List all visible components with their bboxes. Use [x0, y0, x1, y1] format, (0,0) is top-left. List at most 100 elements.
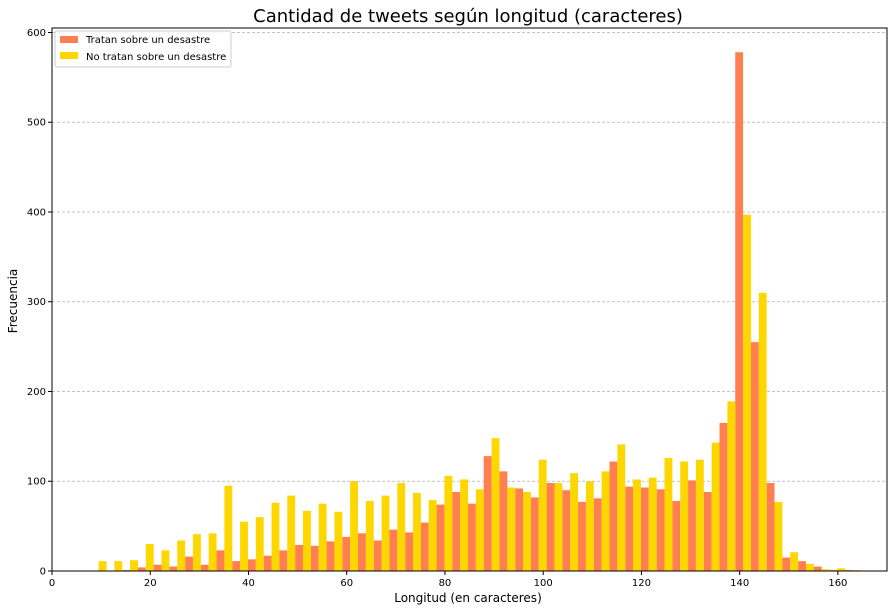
- bar-no-tratan: [491, 438, 500, 571]
- bar-no-tratan: [475, 489, 484, 571]
- bar-no-tratan: [617, 444, 626, 571]
- bar-no-tratan: [334, 511, 343, 571]
- bar-tratan: [389, 529, 398, 571]
- chart-title: Cantidad de tweets según longitud (carac…: [253, 6, 683, 27]
- bar-no-tratan: [711, 442, 720, 571]
- bar-tratan: [813, 566, 822, 571]
- bar-tratan: [468, 503, 476, 571]
- x-tick-label: 160: [828, 578, 847, 589]
- bar-no-tratan: [648, 477, 657, 571]
- y-tick-label: 0: [40, 567, 46, 578]
- bar-no-tratan: [585, 481, 594, 571]
- bar-tratan: [153, 564, 162, 571]
- bar-tratan: [735, 52, 744, 572]
- bar-tratan: [609, 461, 618, 571]
- bar-tratan: [216, 550, 225, 571]
- bar-no-tratan: [664, 457, 673, 571]
- y-tick-label: 300: [27, 297, 46, 308]
- bar-no-tratan: [114, 561, 123, 571]
- bar-no-tratan: [837, 568, 846, 571]
- bar-tratan: [562, 490, 571, 571]
- bar-tratan: [200, 564, 209, 571]
- bar-tratan: [169, 566, 178, 571]
- bar-no-tratan: [224, 485, 233, 571]
- bars: [98, 52, 861, 572]
- bar-no-tratan: [350, 481, 359, 571]
- bar-no-tratan: [428, 500, 437, 571]
- bar-no-tratan: [680, 461, 689, 571]
- bar-no-tratan: [758, 292, 767, 571]
- bar-no-tratan: [805, 563, 814, 571]
- bar-no-tratan: [208, 533, 217, 571]
- bar-no-tratan: [460, 479, 469, 571]
- bar-tratan: [546, 483, 555, 571]
- bar-no-tratan: [98, 561, 107, 571]
- bar-tratan: [593, 498, 602, 571]
- bar-no-tratan: [554, 483, 563, 571]
- bar-tratan: [295, 544, 303, 571]
- bar-no-tratan: [413, 492, 421, 571]
- y-axis-label: Frecuencia: [6, 269, 20, 334]
- bar-no-tratan: [538, 459, 547, 571]
- y-axis-ticks: 0 100 200 300 400 500 600: [27, 28, 52, 578]
- bar-no-tratan: [507, 487, 516, 571]
- bar-no-tratan: [255, 517, 264, 571]
- bar-tratan: [420, 522, 429, 571]
- bar-tratan: [578, 501, 586, 571]
- bar-no-tratan: [444, 475, 453, 571]
- bar-no-tratan: [177, 540, 186, 571]
- bar-tratan: [342, 536, 351, 571]
- x-tick-label: 80: [439, 578, 452, 589]
- x-tick-label: 100: [534, 578, 553, 589]
- bar-no-tratan: [743, 214, 751, 571]
- x-tick-label: 140: [730, 578, 749, 589]
- legend-box: [54, 30, 232, 68]
- bar-tratan: [405, 532, 414, 571]
- bar-tratan: [766, 483, 775, 571]
- bar-tratan: [530, 497, 539, 571]
- bar-tratan: [247, 559, 256, 571]
- bar-no-tratan: [192, 534, 201, 571]
- bar-no-tratan: [145, 544, 154, 571]
- bar-no-tratan: [790, 552, 799, 571]
- bar-no-tratan: [601, 471, 610, 571]
- x-tick-label: 40: [242, 578, 255, 589]
- x-axis-label: Longitud (en caracteres): [394, 591, 542, 605]
- bar-no-tratan: [523, 492, 531, 571]
- bar-tratan: [515, 488, 524, 571]
- bar-tratan: [185, 556, 193, 571]
- bar-no-tratan: [397, 483, 406, 571]
- bar-tratan: [798, 561, 806, 571]
- bar-tratan: [688, 480, 696, 571]
- x-tick-label: 20: [144, 578, 157, 589]
- bar-no-tratan: [695, 459, 704, 571]
- bar-no-tratan: [570, 473, 579, 571]
- bar-tratan: [137, 567, 146, 571]
- legend-swatch-no-tratan: [60, 52, 78, 59]
- x-tick-label: 60: [340, 578, 353, 589]
- bar-no-tratan: [240, 521, 248, 571]
- bar-tratan: [672, 500, 681, 571]
- bar-tratan: [436, 504, 445, 571]
- bar-tratan: [279, 550, 288, 571]
- bar-tratan: [719, 422, 728, 571]
- y-tick-label: 400: [27, 207, 46, 218]
- bar-tratan: [232, 561, 241, 571]
- bar-no-tratan: [381, 495, 390, 571]
- bar-no-tratan: [633, 479, 641, 571]
- bar-tratan: [358, 533, 366, 571]
- bar-tratan: [373, 540, 382, 571]
- bar-no-tratan: [161, 550, 170, 571]
- legend-label-tratan: Tratan sobre un desastre: [85, 35, 210, 46]
- y-tick-label: 100: [27, 477, 46, 488]
- bar-no-tratan: [287, 495, 296, 571]
- bar-tratan: [326, 541, 335, 571]
- bar-no-tratan: [365, 500, 374, 571]
- bar-no-tratan: [302, 510, 311, 571]
- bar-tratan: [703, 492, 712, 571]
- bar-tratan: [750, 342, 759, 571]
- bar-tratan: [263, 555, 272, 571]
- bar-no-tratan: [821, 569, 830, 571]
- x-tick-label: 120: [632, 578, 651, 589]
- y-tick-label: 600: [27, 28, 46, 39]
